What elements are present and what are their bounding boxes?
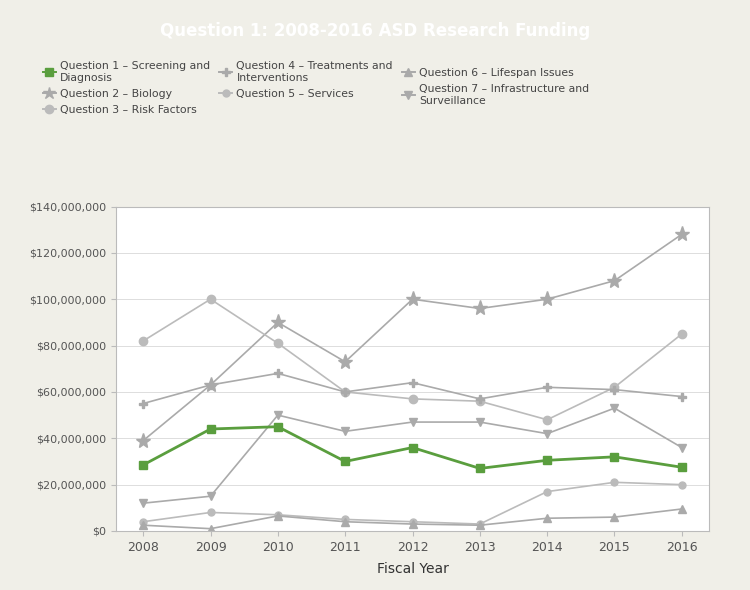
Text: Question 1: 2008-2016 ASD Research Funding: Question 1: 2008-2016 ASD Research Fundi… [160,22,590,40]
X-axis label: Fiscal Year: Fiscal Year [376,562,448,576]
Legend: Question 1 – Screening and
Diagnosis, Question 2 – Biology, Question 3 – Risk Fa: Question 1 – Screening and Diagnosis, Qu… [43,61,589,115]
